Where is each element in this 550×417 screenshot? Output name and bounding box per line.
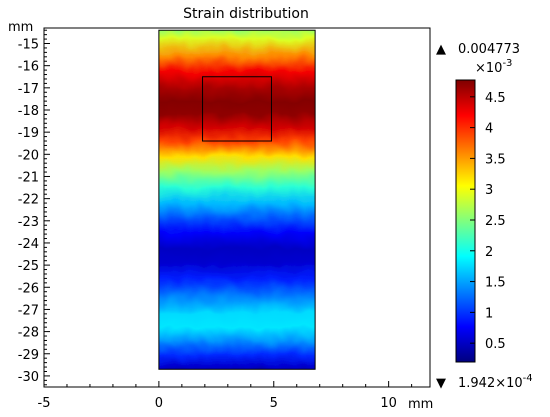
x-axis-unit: mm — [408, 397, 433, 412]
y-axis-unit: mm — [8, 20, 33, 35]
y-tick-label: -25 — [18, 259, 39, 274]
y-tick-label: -22 — [18, 193, 39, 208]
y-tick-label: -17 — [18, 82, 39, 97]
y-tick-label: -27 — [18, 303, 39, 318]
colorbar-tick-label: 2 — [485, 245, 493, 260]
colorbar-max-marker: ▲ — [436, 42, 446, 57]
colorbar-tick-label: 1.5 — [485, 276, 506, 291]
colorbar-tick-label: 1 — [485, 306, 493, 321]
highlight-region — [202, 76, 272, 142]
y-tick-label: -19 — [18, 126, 39, 141]
colorbar-tick-label: 4.5 — [485, 91, 506, 106]
x-tick-label: 0 — [155, 396, 163, 411]
colorbar-min-marker: ▼ — [436, 376, 446, 391]
y-tick-label: -21 — [18, 170, 39, 185]
colorbar-tick-label: 3 — [485, 183, 493, 198]
y-tick-label: -20 — [18, 148, 39, 163]
colorbar-scale-exponent: -3 — [502, 58, 512, 69]
y-tick-label: -30 — [18, 370, 39, 385]
colorbar-tick-label: 3.5 — [485, 152, 506, 167]
colorbar-tick-label: 0.5 — [485, 337, 506, 352]
colorbar-tick-label: 4 — [485, 122, 493, 137]
y-tick-label: -16 — [18, 60, 39, 75]
colorbar-min-exponent: -4 — [523, 373, 533, 384]
colorbar-scale: ×10-3 — [475, 58, 512, 76]
colorbar-scale-base: ×10 — [475, 61, 502, 76]
x-tick-label: -5 — [38, 396, 51, 411]
x-tick-label: 5 — [270, 396, 278, 411]
y-tick-label: -29 — [18, 348, 39, 363]
chart-title: Strain distribution — [183, 6, 309, 22]
colorbar-tick-label: 2.5 — [485, 214, 506, 229]
colorbar — [455, 79, 476, 363]
colorbar-max-label: 0.004773 — [458, 42, 520, 57]
y-tick-label: -15 — [18, 38, 39, 53]
x-tick-label: 10 — [380, 396, 397, 411]
domain-border — [158, 29, 316, 370]
colorbar-min-value: 1.942×10 — [458, 376, 523, 391]
strain-field — [158, 30, 316, 370]
y-tick-label: -24 — [18, 237, 39, 252]
colorbar-min-label: 1.942×10-4 — [458, 373, 533, 391]
y-tick-label: -26 — [18, 281, 39, 296]
y-tick-label: -28 — [18, 326, 39, 341]
y-tick-label: -18 — [18, 104, 39, 119]
y-tick-label: -23 — [18, 215, 39, 230]
